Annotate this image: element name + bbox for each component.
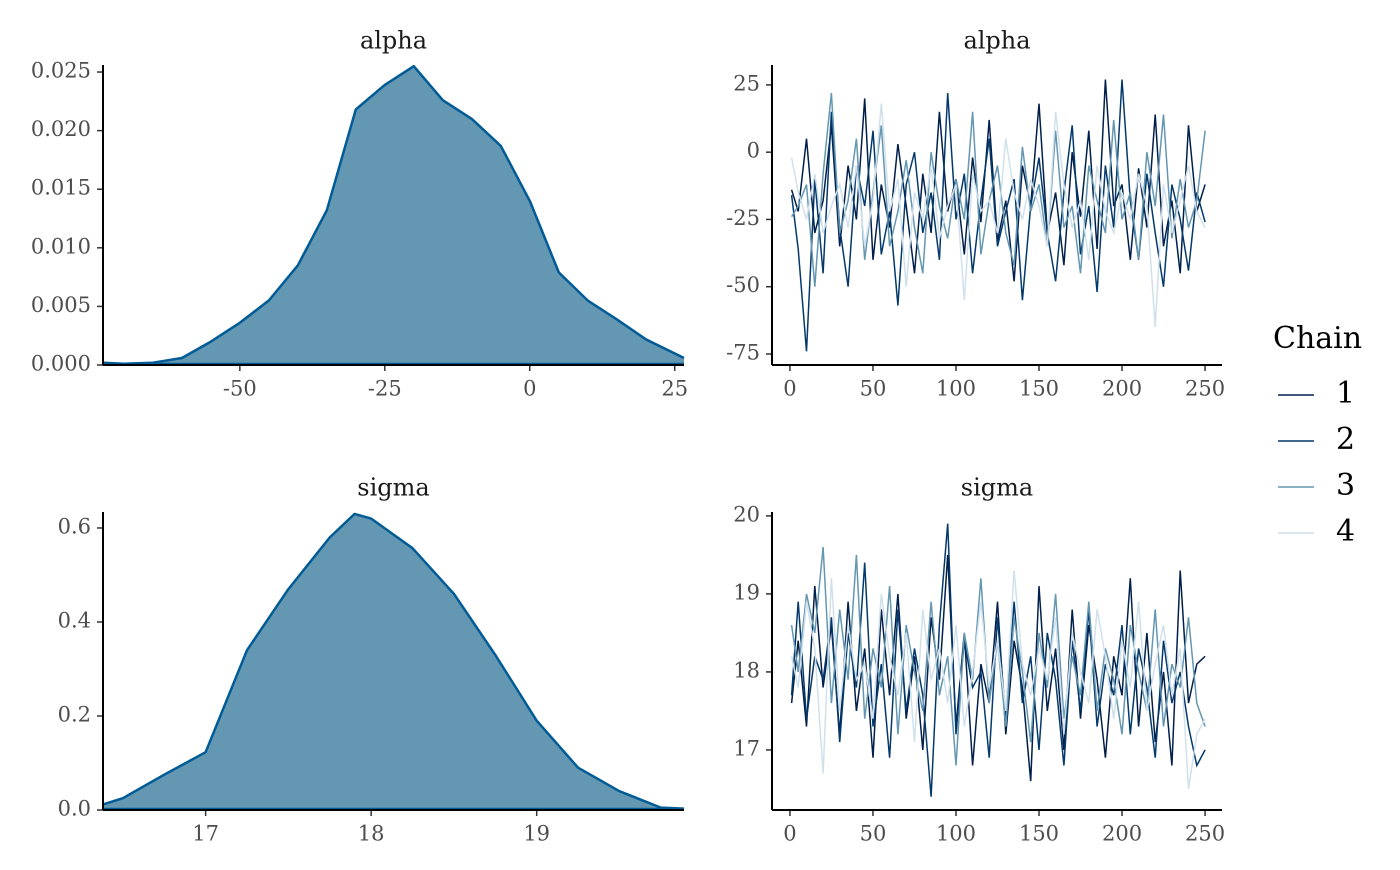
x-tick-label: 0 bbox=[783, 377, 796, 401]
x-tick-label: 100 bbox=[936, 377, 976, 401]
x-tick-label: 50 bbox=[860, 822, 887, 846]
y-tick-label: 0.020 bbox=[31, 117, 91, 141]
y-tick-label: 0.6 bbox=[58, 514, 91, 538]
y-tick-label: 0.005 bbox=[31, 293, 91, 317]
y-tick-label: 0.025 bbox=[31, 59, 91, 83]
y-tick-label: 20 bbox=[733, 502, 760, 526]
y-tick-label: 19 bbox=[733, 580, 760, 604]
legend-label: 3 bbox=[1336, 468, 1355, 503]
y-tick-label: 18 bbox=[733, 658, 760, 682]
x-tick-label: 200 bbox=[1102, 822, 1142, 846]
y-tick-label: 0.2 bbox=[58, 702, 91, 726]
y-tick-label: 0.015 bbox=[31, 176, 91, 200]
x-tick-label: -25 bbox=[368, 377, 402, 401]
y-tick-label: 25 bbox=[733, 71, 760, 95]
x-tick-label: 250 bbox=[1185, 377, 1225, 401]
trace-line bbox=[790, 92, 1206, 287]
density-line bbox=[102, 512, 685, 810]
x-tick-label: 25 bbox=[661, 377, 688, 401]
y-tick-label: 0.000 bbox=[31, 352, 91, 376]
legend-label: 2 bbox=[1336, 422, 1355, 457]
legend-title: Chain bbox=[1273, 321, 1362, 356]
y-tick-label: 0.0 bbox=[58, 797, 91, 821]
panel-title: alpha bbox=[963, 27, 1030, 55]
y-tick-label: 0.4 bbox=[58, 608, 91, 632]
legend-label: 4 bbox=[1336, 514, 1355, 549]
x-tick-label: 0 bbox=[523, 377, 536, 401]
y-tick-label: -25 bbox=[726, 206, 760, 230]
y-tick-label: -75 bbox=[726, 340, 760, 364]
x-tick-label: 150 bbox=[1019, 822, 1059, 846]
density-area bbox=[103, 66, 684, 365]
x-tick-label: 250 bbox=[1185, 822, 1225, 846]
x-tick-label: 17 bbox=[192, 822, 219, 846]
trace-line bbox=[790, 570, 1206, 790]
legend-label: 1 bbox=[1336, 376, 1355, 411]
y-tick-label: 0 bbox=[747, 139, 760, 163]
trace-line bbox=[790, 79, 1206, 282]
panel-title: sigma bbox=[357, 474, 429, 502]
x-tick-label: 0 bbox=[783, 822, 796, 846]
y-tick-label: -50 bbox=[726, 273, 760, 297]
x-tick-label: 50 bbox=[860, 377, 887, 401]
x-tick-label: 100 bbox=[936, 822, 976, 846]
x-tick-label: 18 bbox=[358, 822, 385, 846]
density-area bbox=[103, 513, 684, 810]
y-tick-label: 0.010 bbox=[31, 234, 91, 258]
x-tick-label: 19 bbox=[523, 822, 550, 846]
y-tick-label: 17 bbox=[733, 736, 760, 760]
panel-title: alpha bbox=[360, 27, 427, 55]
trace-line bbox=[790, 103, 1206, 328]
density-line bbox=[102, 64, 685, 366]
x-tick-label: -50 bbox=[223, 377, 257, 401]
panel-title: sigma bbox=[961, 474, 1033, 502]
x-tick-label: 200 bbox=[1102, 377, 1142, 401]
x-tick-label: 150 bbox=[1019, 377, 1059, 401]
trace-line bbox=[790, 523, 1206, 797]
